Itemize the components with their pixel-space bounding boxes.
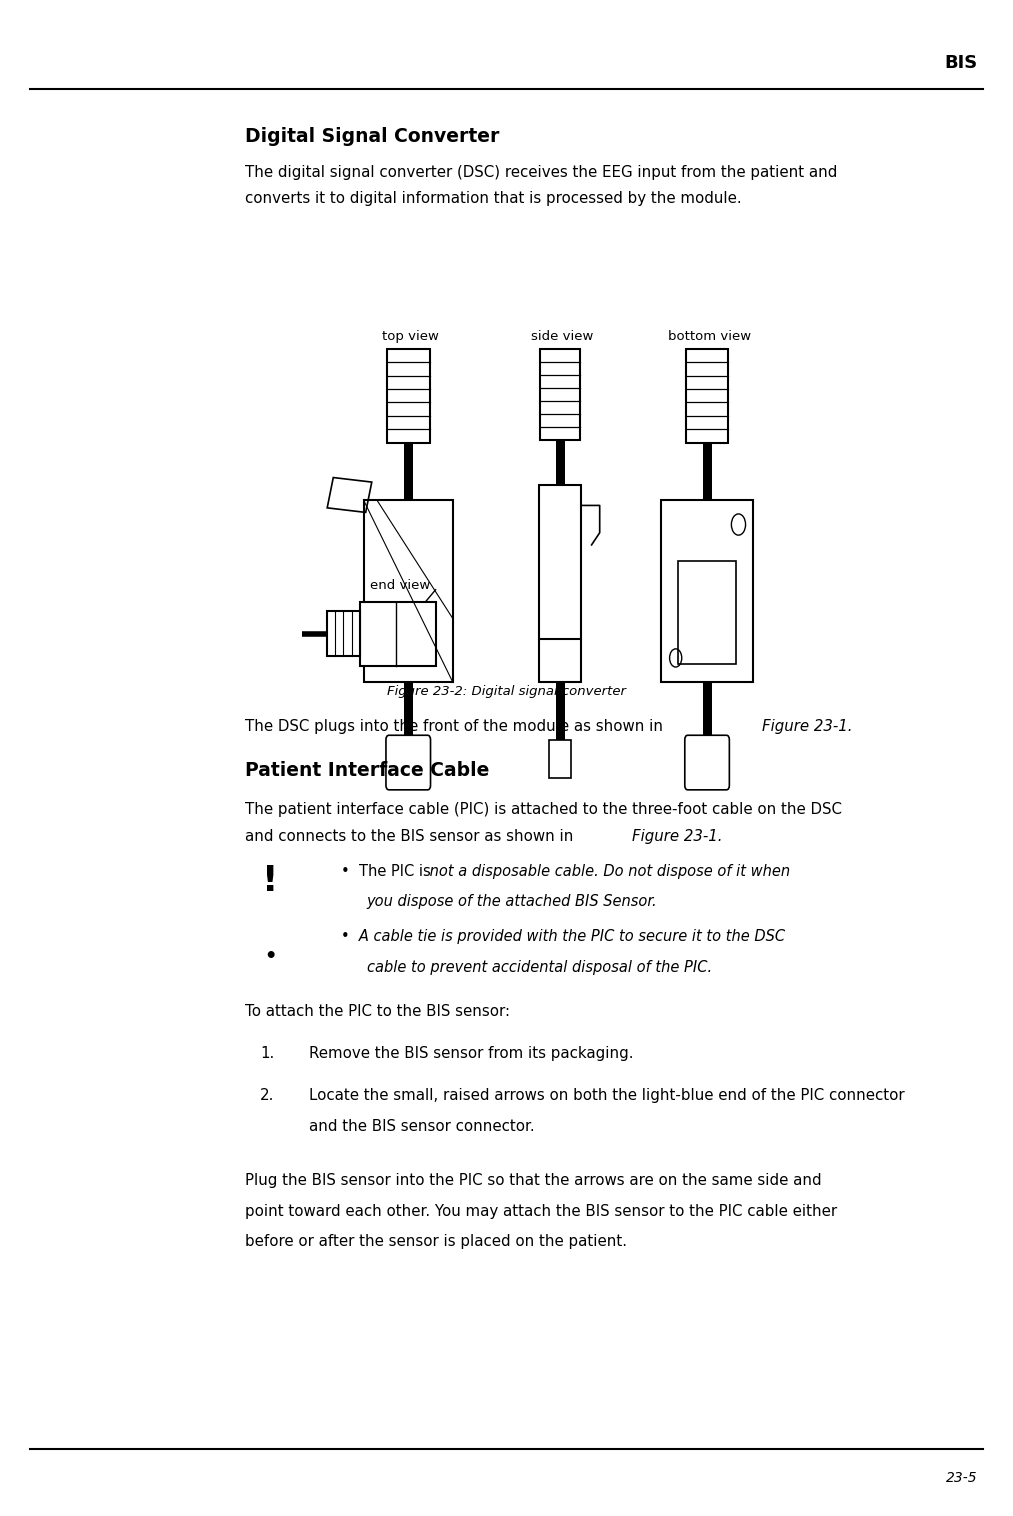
Text: 1.: 1.: [260, 1046, 275, 1061]
Text: top view: top view: [382, 330, 439, 344]
Text: 2.: 2.: [260, 1088, 275, 1104]
Bar: [539, 485, 581, 682]
Text: 23-5: 23-5: [946, 1471, 978, 1484]
Text: •  The PIC is: • The PIC is: [341, 864, 432, 879]
Bar: [703, 682, 711, 740]
FancyBboxPatch shape: [685, 735, 729, 790]
Text: BIS: BIS: [944, 53, 978, 71]
Text: not a disposable cable. Do not dispose of it when: not a disposable cable. Do not dispose o…: [425, 864, 790, 879]
Bar: [327, 611, 360, 656]
Bar: [661, 500, 753, 682]
Text: converts it to digital information that is processed by the module.: converts it to digital information that …: [245, 191, 742, 206]
Text: end view: end view: [370, 579, 430, 593]
Bar: [403, 682, 413, 740]
Text: bottom view: bottom view: [668, 330, 751, 344]
Bar: [540, 349, 580, 440]
Text: !: !: [262, 864, 279, 897]
Text: Figure 23-1.: Figure 23-1.: [632, 829, 722, 844]
Text: Patient Interface Cable: Patient Interface Cable: [245, 761, 489, 781]
Bar: [403, 443, 413, 500]
Text: side view: side view: [531, 330, 594, 344]
FancyBboxPatch shape: [386, 735, 431, 790]
Text: Plug the BIS sensor into the PIC so that the arrows are on the same side and: Plug the BIS sensor into the PIC so that…: [245, 1173, 822, 1189]
Text: To attach the PIC to the BIS sensor:: To attach the PIC to the BIS sensor:: [245, 1004, 511, 1019]
Text: The digital signal converter (DSC) receives the EEG input from the patient and: The digital signal converter (DSC) recei…: [245, 165, 838, 180]
Text: before or after the sensor is placed on the patient.: before or after the sensor is placed on …: [245, 1234, 627, 1249]
Text: Remove the BIS sensor from its packaging.: Remove the BIS sensor from its packaging…: [309, 1046, 633, 1061]
Bar: [703, 443, 711, 500]
Text: The patient interface cable (PIC) is attached to the three-foot cable on the DSC: The patient interface cable (PIC) is att…: [245, 802, 842, 817]
Text: cable to prevent accidental disposal of the PIC.: cable to prevent accidental disposal of …: [367, 960, 712, 975]
Text: Figure 23-1.: Figure 23-1.: [762, 719, 852, 734]
Text: •  A cable tie is provided with the PIC to secure it to the DSC: • A cable tie is provided with the PIC t…: [341, 929, 785, 944]
Bar: [549, 740, 571, 778]
Bar: [360, 602, 436, 666]
Bar: [686, 349, 728, 443]
Bar: [364, 500, 453, 682]
Bar: [556, 682, 565, 740]
Text: Figure 23-2: Digital signal converter: Figure 23-2: Digital signal converter: [387, 685, 626, 699]
Text: •: •: [264, 948, 277, 967]
Text: The DSC plugs into the front of the module as shown in: The DSC plugs into the front of the modu…: [245, 719, 668, 734]
Text: Digital Signal Converter: Digital Signal Converter: [245, 127, 499, 147]
Text: and connects to the BIS sensor as shown in: and connects to the BIS sensor as shown …: [245, 829, 578, 844]
Text: and the BIS sensor connector.: and the BIS sensor connector.: [309, 1119, 535, 1134]
Text: point toward each other. You may attach the BIS sensor to the PIC cable either: point toward each other. You may attach …: [245, 1204, 838, 1219]
Bar: [556, 440, 565, 485]
Bar: [387, 349, 430, 443]
Bar: [678, 561, 736, 664]
Text: you dispose of the attached BIS Sensor.: you dispose of the attached BIS Sensor.: [367, 894, 657, 910]
Text: Locate the small, raised arrows on both the light-blue end of the PIC connector: Locate the small, raised arrows on both …: [309, 1088, 905, 1104]
